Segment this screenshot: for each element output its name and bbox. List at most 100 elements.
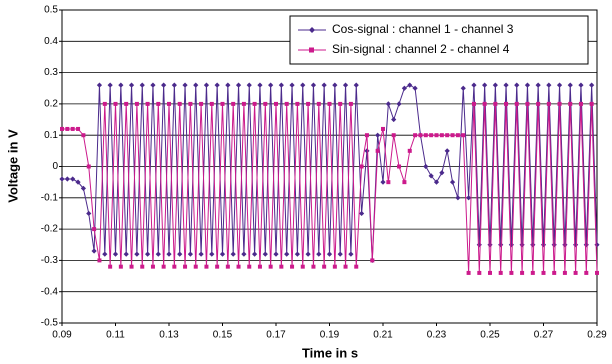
marker [300, 82, 306, 88]
marker [241, 101, 246, 106]
marker [188, 101, 193, 106]
x-tick-label: 0.11 [106, 330, 125, 341]
marker [108, 264, 113, 269]
marker [525, 101, 530, 106]
marker [183, 264, 188, 269]
marker [573, 270, 578, 275]
marker [514, 101, 519, 106]
marker [503, 82, 509, 88]
marker [595, 270, 599, 275]
marker [156, 101, 161, 106]
marker [91, 248, 97, 254]
y-tick-label: -0.2 [41, 224, 59, 235]
marker [187, 251, 193, 257]
marker [75, 179, 81, 185]
y-tick-label: -0.5 [41, 318, 59, 329]
marker [112, 251, 119, 257]
marker [321, 82, 327, 88]
marker [236, 264, 241, 269]
marker [546, 101, 551, 106]
marker [332, 264, 337, 269]
marker [556, 82, 563, 88]
marker [423, 163, 429, 170]
marker [118, 264, 123, 269]
marker [322, 264, 327, 269]
marker [488, 270, 492, 275]
marker [257, 264, 262, 269]
marker [337, 251, 343, 257]
marker [541, 270, 546, 275]
marker [508, 242, 514, 248]
marker [364, 148, 370, 154]
marker [530, 270, 535, 275]
marker [284, 101, 289, 106]
marker [167, 101, 171, 106]
marker [193, 82, 199, 88]
marker [182, 82, 188, 88]
x-tick-label: 0.19 [320, 330, 340, 341]
marker [215, 264, 220, 269]
marker [311, 264, 316, 269]
marker [413, 133, 418, 138]
marker [145, 101, 150, 106]
x-axis-title: Time in s [302, 345, 358, 360]
marker [81, 133, 86, 138]
marker [434, 133, 439, 138]
marker [450, 133, 455, 138]
marker [59, 176, 65, 182]
marker [262, 251, 268, 257]
marker [364, 133, 369, 138]
marker [289, 82, 295, 88]
marker [118, 82, 124, 88]
marker [455, 133, 460, 138]
marker [199, 101, 204, 106]
marker [60, 126, 64, 131]
marker [204, 264, 209, 269]
marker [65, 126, 70, 131]
marker [235, 82, 242, 88]
x-tick-label: 0.27 [534, 330, 554, 341]
marker [391, 116, 397, 123]
marker [246, 82, 252, 88]
x-tick-label: 0.25 [480, 330, 500, 341]
marker [433, 179, 440, 185]
marker [252, 251, 258, 257]
marker [97, 258, 102, 263]
marker [354, 264, 359, 269]
y-tick-label: -0.1 [41, 192, 59, 203]
plot-frame [61, 9, 598, 324]
marker [76, 126, 81, 131]
marker [70, 176, 76, 182]
marker [536, 101, 541, 106]
marker [391, 133, 396, 138]
marker [268, 264, 273, 269]
marker [375, 132, 381, 138]
marker [145, 251, 151, 257]
marker [327, 101, 332, 106]
marker [113, 101, 118, 106]
marker [348, 101, 353, 106]
marker [460, 85, 466, 91]
marker [209, 101, 214, 106]
y-tick-label: 0.2 [44, 99, 58, 110]
marker [348, 251, 354, 257]
marker [284, 251, 290, 257]
marker [279, 264, 284, 269]
marker [70, 126, 75, 131]
marker [546, 82, 552, 88]
y-tick-label: -0.3 [41, 255, 59, 266]
legend-label: Cos-signal : channel 1 - channel 3 [332, 22, 514, 36]
marker [567, 82, 573, 88]
marker [386, 180, 391, 185]
marker [375, 148, 380, 153]
marker [445, 133, 450, 138]
marker [123, 251, 129, 257]
marker [225, 82, 231, 88]
marker [412, 85, 418, 91]
marker [477, 270, 482, 275]
marker [150, 82, 156, 88]
marker [96, 82, 103, 88]
marker [310, 82, 317, 88]
y-tick-label: 0 [52, 161, 58, 172]
